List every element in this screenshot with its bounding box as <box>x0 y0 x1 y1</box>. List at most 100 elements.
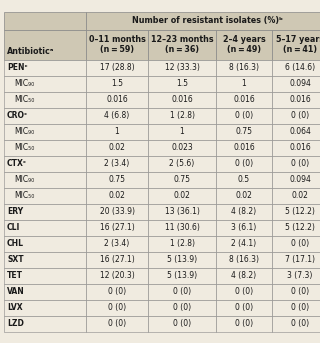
Bar <box>272 75 320 92</box>
Bar <box>4 236 86 251</box>
Text: 5 (13.9): 5 (13.9) <box>167 255 197 264</box>
Text: 0 (0): 0 (0) <box>291 319 309 328</box>
Bar <box>86 59 148 75</box>
Text: 0 (0): 0 (0) <box>291 239 309 248</box>
Bar <box>86 284 148 299</box>
Text: LVX: LVX <box>7 303 23 312</box>
Text: 4 (8.2): 4 (8.2) <box>231 271 257 280</box>
Text: 0.023: 0.023 <box>171 143 193 152</box>
Bar <box>148 107 216 123</box>
Text: 5 (13.9): 5 (13.9) <box>167 271 197 280</box>
Bar <box>86 75 148 92</box>
Bar <box>86 236 148 251</box>
Text: 0.016: 0.016 <box>289 143 311 152</box>
Text: 5 (12.2): 5 (12.2) <box>285 207 315 216</box>
Text: 8 (16.3): 8 (16.3) <box>229 63 259 72</box>
Bar <box>4 220 86 236</box>
Text: 0.5: 0.5 <box>238 175 250 184</box>
Text: MIC₅₀: MIC₅₀ <box>14 191 34 200</box>
Text: MIC₉₀: MIC₉₀ <box>14 175 34 184</box>
Bar <box>148 316 216 331</box>
Bar <box>4 140 86 155</box>
Bar <box>86 172 148 188</box>
Bar <box>86 203 148 220</box>
Bar <box>216 236 272 251</box>
Text: 3 (7.3): 3 (7.3) <box>287 271 313 280</box>
Text: VAN: VAN <box>7 287 25 296</box>
Text: 11 (30.6): 11 (30.6) <box>164 223 199 232</box>
Text: 1 (2.8): 1 (2.8) <box>170 239 195 248</box>
Text: 5–17 years
(n = 41): 5–17 years (n = 41) <box>276 35 320 54</box>
Bar <box>86 188 148 203</box>
Bar <box>272 203 320 220</box>
Bar <box>86 220 148 236</box>
Bar <box>272 236 320 251</box>
Bar <box>216 59 272 75</box>
Bar <box>272 29 320 59</box>
Text: 0 (0): 0 (0) <box>235 287 253 296</box>
Bar <box>272 172 320 188</box>
Text: 0 (0): 0 (0) <box>173 303 191 312</box>
Text: 0 (0): 0 (0) <box>291 287 309 296</box>
Bar <box>4 172 86 188</box>
Text: 1: 1 <box>115 127 119 136</box>
Bar <box>148 203 216 220</box>
Bar <box>4 251 86 268</box>
Text: PENᶜ: PENᶜ <box>7 63 28 72</box>
Bar <box>4 59 86 75</box>
Text: 0.02: 0.02 <box>108 143 125 152</box>
Text: 6 (14.6): 6 (14.6) <box>285 63 315 72</box>
Text: 7 (17.1): 7 (17.1) <box>285 255 315 264</box>
Text: 0.016: 0.016 <box>233 95 255 104</box>
Bar <box>4 316 86 331</box>
Text: Number of resistant isolates (%)ᵇ: Number of resistant isolates (%)ᵇ <box>132 16 283 25</box>
Bar <box>86 316 148 331</box>
Text: 2 (5.6): 2 (5.6) <box>169 159 195 168</box>
Text: 16 (27.1): 16 (27.1) <box>100 255 134 264</box>
Bar <box>4 155 86 172</box>
Text: 5 (12.2): 5 (12.2) <box>285 223 315 232</box>
Text: 0.02: 0.02 <box>292 191 308 200</box>
Bar <box>272 123 320 140</box>
Bar <box>148 220 216 236</box>
Text: 0.016: 0.016 <box>106 95 128 104</box>
Text: CTXᶜ: CTXᶜ <box>7 159 27 168</box>
Text: 4 (8.2): 4 (8.2) <box>231 207 257 216</box>
Text: MIC₅₀: MIC₅₀ <box>14 95 34 104</box>
Bar <box>272 316 320 331</box>
Text: 0.016: 0.016 <box>289 95 311 104</box>
Text: CROᶜ: CROᶜ <box>7 111 28 120</box>
Bar <box>148 140 216 155</box>
Bar <box>148 75 216 92</box>
Text: 12 (20.3): 12 (20.3) <box>100 271 134 280</box>
Bar <box>272 268 320 284</box>
Text: 1.5: 1.5 <box>176 79 188 88</box>
Text: 16 (27.1): 16 (27.1) <box>100 223 134 232</box>
Text: 0.02: 0.02 <box>173 191 190 200</box>
Bar <box>272 220 320 236</box>
Text: 0.094: 0.094 <box>289 79 311 88</box>
Text: 0 (0): 0 (0) <box>173 287 191 296</box>
Bar <box>216 251 272 268</box>
Text: 0 (0): 0 (0) <box>108 287 126 296</box>
Text: 0.75: 0.75 <box>236 127 252 136</box>
Bar <box>4 107 86 123</box>
Bar <box>148 29 216 59</box>
Bar <box>4 123 86 140</box>
Text: 17 (28.8): 17 (28.8) <box>100 63 134 72</box>
Text: CHL: CHL <box>7 239 24 248</box>
Text: 0.75: 0.75 <box>173 175 190 184</box>
Text: 0.094: 0.094 <box>289 175 311 184</box>
Bar <box>148 92 216 107</box>
Bar <box>148 172 216 188</box>
Bar <box>216 123 272 140</box>
Bar <box>216 203 272 220</box>
Text: 20 (33.9): 20 (33.9) <box>100 207 134 216</box>
Bar <box>148 155 216 172</box>
Bar <box>272 284 320 299</box>
Text: 0 (0): 0 (0) <box>291 159 309 168</box>
Bar <box>86 92 148 107</box>
Text: MIC₉₀: MIC₉₀ <box>14 127 34 136</box>
Text: 0.02: 0.02 <box>108 191 125 200</box>
Bar <box>86 12 320 29</box>
